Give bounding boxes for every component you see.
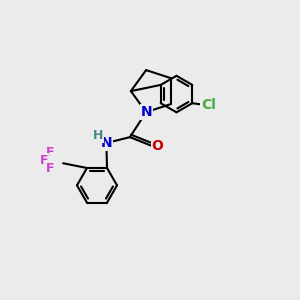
Text: F: F	[46, 146, 54, 159]
Text: N: N	[140, 105, 152, 119]
Text: F: F	[40, 154, 48, 167]
Text: N: N	[100, 136, 112, 150]
Text: F: F	[46, 162, 54, 175]
Text: H: H	[93, 129, 103, 142]
Text: Cl: Cl	[201, 98, 216, 112]
Text: O: O	[152, 139, 163, 153]
